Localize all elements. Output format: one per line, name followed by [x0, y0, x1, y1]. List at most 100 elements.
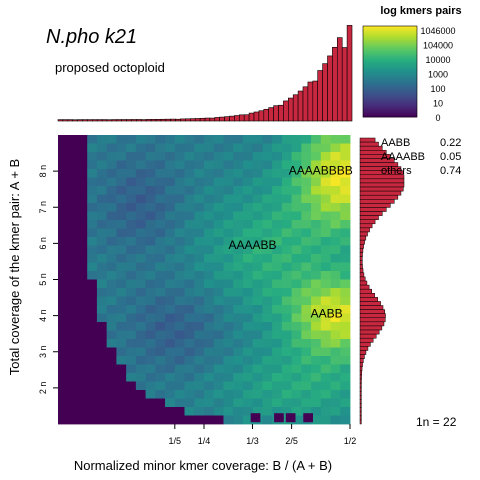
heatmap-cell: [311, 296, 322, 306]
colorbar-swatch: [363, 96, 417, 100]
heatmap-cell: [330, 271, 341, 280]
colorbar-swatch: [363, 94, 417, 97]
heatmap-cell: [320, 254, 331, 263]
heatmap-cell: [233, 194, 244, 204]
heatmap-cell: [272, 347, 283, 357]
colorbar-swatch: [363, 114, 417, 118]
heatmap-cell: [233, 228, 244, 238]
proportion-genotype: AABB: [381, 137, 410, 149]
heatmap-cell: [126, 143, 137, 153]
heatmap-cell: [77, 305, 88, 314]
heatmap-cell: [67, 169, 78, 178]
heatmap-cell: [165, 415, 176, 425]
heatmap-cell: [58, 356, 69, 365]
heatmap-cell: [233, 347, 244, 357]
heatmap-cell: [96, 339, 108, 348]
heatmap-cell: [106, 186, 117, 195]
heatmap-cell: [155, 177, 166, 187]
heatmap-cell: [155, 160, 166, 170]
heatmap-cell: [77, 322, 88, 331]
heatmap-cell: [135, 296, 146, 306]
heatmap-cell: [96, 262, 108, 272]
heatmap-cell: [116, 313, 127, 323]
heatmap-cell: [135, 330, 146, 340]
heatmap-cell: [252, 152, 263, 161]
heatmap-cell: [281, 347, 292, 357]
heatmap-cell: [311, 194, 322, 204]
heatmap-cell: [223, 407, 234, 416]
heatmap-cell: [126, 237, 137, 246]
heatmap-cell: [252, 228, 263, 238]
heatmap-cell: [311, 169, 322, 178]
annotation-label: AAAABB: [228, 238, 276, 252]
heatmap-cell: [194, 407, 205, 416]
heatmap-cell: [291, 279, 302, 289]
heatmap-cell: [155, 313, 166, 323]
heatmap-cell: [106, 322, 117, 331]
heatmap-cell: [213, 339, 224, 348]
heatmap-cell: [126, 245, 137, 255]
heatmap-cell: [301, 254, 312, 263]
heatmap-cell: [155, 398, 166, 408]
annotation-label: AABB: [311, 306, 343, 320]
heatmap-cell: [252, 288, 263, 297]
heatmap-cell: [67, 211, 78, 221]
colorbar-swatch: [363, 66, 417, 70]
heatmap-cell: [233, 313, 244, 323]
x-axis-label: Normalized minor kmer coverage: B / (A +…: [74, 458, 332, 473]
heatmap-cell: [330, 373, 341, 382]
heatmap-cell: [252, 356, 263, 365]
heatmap-cell: [340, 407, 351, 416]
heatmap-cell: [174, 203, 185, 212]
heatmap-cell: [320, 356, 331, 365]
heatmap-cell: [272, 279, 283, 289]
heatmap-cell: [311, 177, 322, 187]
heatmap-cell: [301, 220, 312, 229]
heatmap-cell: [96, 313, 108, 323]
heatmap-cell: [252, 398, 263, 408]
heatmap-cell: [174, 305, 185, 314]
histogram-bar: [359, 317, 386, 323]
heatmap-cell: [262, 186, 273, 195]
heatmap-cell: [301, 364, 312, 374]
heatmap-cell: [301, 160, 312, 170]
histogram-bar: [111, 119, 118, 122]
heatmap-cell: [174, 398, 185, 408]
heatmap-cell: [262, 194, 273, 204]
heatmap-cell: [67, 339, 78, 348]
colorbar-label: 1000: [428, 70, 448, 80]
heatmap-cell: [194, 143, 205, 153]
heatmap-cell: [272, 203, 283, 212]
heatmap-cell: [242, 356, 254, 365]
heatmap-cell: [155, 407, 166, 416]
heatmap-cell: [262, 373, 273, 382]
heatmap-cell: [252, 381, 263, 391]
heatmap-cell: [184, 373, 195, 382]
heatmap-cell: [272, 288, 283, 297]
heatmap-cell: [242, 373, 254, 382]
heatmap-cell: [204, 211, 215, 221]
heatmap-cell: [262, 271, 273, 280]
colorbar-swatch: [363, 57, 417, 61]
heatmap-cell: [272, 381, 283, 391]
heatmap-cell: [174, 373, 185, 382]
heatmap-cell: [223, 322, 234, 331]
histogram-bar: [160, 118, 167, 122]
heatmap-cell: [165, 330, 176, 340]
heatmap-cell: [96, 347, 108, 357]
histogram-bar: [359, 182, 405, 188]
heatmap-cell: [194, 135, 205, 144]
heatmap-cell: [233, 296, 244, 306]
heatmap-cell: [213, 288, 224, 297]
heatmap-cell: [330, 228, 341, 238]
heatmap-cell: [58, 237, 69, 246]
heatmap-cell: [252, 347, 263, 357]
heatmap-cell: [116, 407, 127, 416]
heatmap-cell: [340, 339, 351, 348]
heatmap-cell: [223, 381, 234, 391]
heatmap-cell: [87, 237, 98, 246]
heatmap-cell: [272, 245, 283, 255]
heatmap-cell: [194, 381, 205, 391]
heatmap-cell: [116, 160, 127, 170]
